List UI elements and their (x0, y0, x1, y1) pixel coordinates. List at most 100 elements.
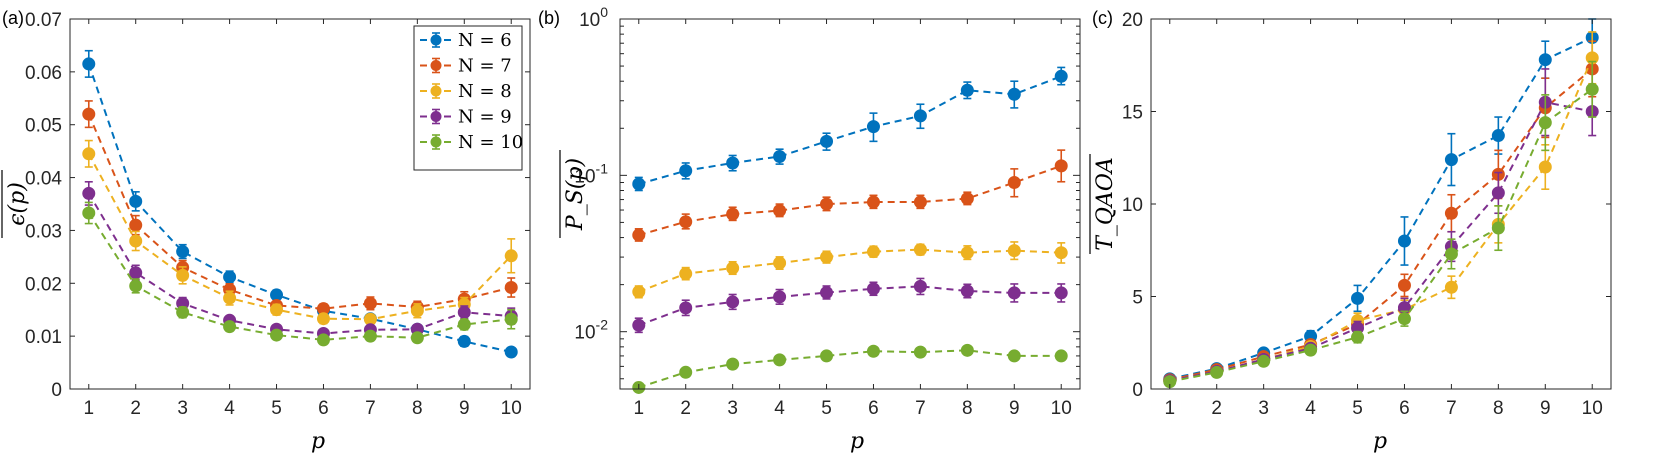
data-point (773, 149, 787, 163)
data-point (176, 268, 190, 282)
x-tick-label: 4 (224, 398, 235, 419)
x-tick-label: 9 (1009, 398, 1020, 419)
x-tick-label: 7 (915, 398, 926, 419)
x-tick-label: 10 (501, 398, 522, 419)
panel-label-a: (a) (2, 8, 24, 28)
x-tick-label: 2 (130, 398, 141, 419)
legend-item-N6: N = 6 (420, 30, 512, 51)
data-point (129, 266, 143, 280)
series-N10 (1163, 60, 1599, 389)
data-point (1538, 53, 1552, 67)
panel-c: (c) 1 2 3 4 5 6 7 8 9 10 0 5 10 15 20 p T_QAOA (1089, 8, 1612, 454)
data-point (82, 147, 96, 161)
x-tick-label: 6 (318, 398, 329, 419)
data-point (504, 249, 518, 263)
series-line (1169, 101, 1593, 382)
data-point (504, 281, 518, 295)
data-point (457, 305, 471, 319)
x-tick-label: 3 (1258, 398, 1269, 419)
data-point (773, 204, 787, 218)
data-point (913, 243, 927, 257)
series-N8 (632, 241, 1068, 299)
data-point (457, 334, 471, 348)
y-tick-label: 0.06 (25, 63, 62, 84)
data-point (1397, 278, 1411, 292)
y-tick-label: 20 (1122, 10, 1143, 31)
legend-item-N10: N = 10 (420, 132, 523, 153)
plot-frame-b (619, 18, 1081, 390)
y-axis-label-b: P_S(p) (563, 158, 588, 231)
data-point (1351, 291, 1365, 305)
data-point (129, 279, 143, 293)
data-point (223, 291, 237, 305)
series-line (1169, 88, 1593, 383)
data-point (316, 333, 330, 347)
legend-marker (430, 85, 442, 97)
legend-marker (430, 111, 442, 122)
data-point (913, 345, 927, 359)
x-axis-label-c: p (1373, 429, 1387, 454)
series-N7 (632, 149, 1068, 242)
legend-label: N = 7 (458, 56, 512, 77)
data-point (726, 261, 740, 275)
y-tick-label: 0.04 (25, 169, 62, 190)
data-point (679, 365, 693, 379)
data-point (632, 318, 646, 332)
data-point (1007, 244, 1021, 258)
data-point (1585, 82, 1599, 96)
y-axis-label-c: T_QAOA (1093, 157, 1118, 251)
data-point (129, 234, 143, 248)
series-line (87, 63, 512, 353)
data-point (1491, 129, 1505, 143)
x-tick-label: 8 (412, 398, 423, 419)
data-point (82, 57, 96, 71)
data-point (960, 192, 974, 206)
data-point (632, 285, 646, 299)
data-point (504, 345, 518, 359)
legend-label: N = 9 (458, 107, 512, 128)
x-tick-label: 5 (821, 398, 832, 419)
legend-label: N = 10 (458, 132, 523, 153)
data-point (960, 284, 974, 298)
data-point (913, 195, 927, 209)
data-point (866, 195, 880, 209)
data-point (1444, 280, 1458, 294)
data-point (820, 250, 834, 264)
series-N9 (82, 181, 518, 340)
series-N10 (632, 343, 1068, 394)
x-tick-label: 9 (459, 398, 470, 419)
data-point (866, 245, 880, 259)
legend: N = 6 N = 7 N = 8 N = 9 N = 10 (413, 25, 523, 171)
series-line (87, 192, 512, 335)
x-tick-label: 2 (680, 398, 691, 419)
data-point (632, 228, 646, 242)
data-point (773, 290, 787, 304)
x-tick-label: 8 (1493, 398, 1504, 419)
data-point (1444, 206, 1458, 220)
panel-label-c: (c) (1092, 8, 1113, 28)
series-N6 (82, 49, 518, 359)
series-N6 (1163, 18, 1599, 386)
y-tick-label: 10-2 (574, 317, 608, 344)
series-line (638, 75, 1062, 185)
plot-frame-c (1150, 18, 1612, 390)
data-point (1444, 247, 1458, 261)
series-line (1169, 36, 1593, 380)
data-point (1210, 365, 1224, 379)
data-point (773, 256, 787, 270)
x-tick-label: 2 (1211, 398, 1222, 419)
series-line (87, 212, 512, 341)
data-point (223, 320, 237, 334)
data-point (679, 267, 693, 281)
data-point (1491, 186, 1505, 200)
data-point (866, 282, 880, 296)
legend-marker (430, 136, 442, 148)
data-point (726, 357, 740, 371)
series-line (638, 349, 1062, 389)
data-point (960, 343, 974, 357)
data-point (176, 305, 190, 319)
plot-frame-a (69, 18, 531, 390)
data-point (223, 270, 237, 284)
data-point (1007, 349, 1021, 363)
series-N8 (1163, 31, 1599, 388)
